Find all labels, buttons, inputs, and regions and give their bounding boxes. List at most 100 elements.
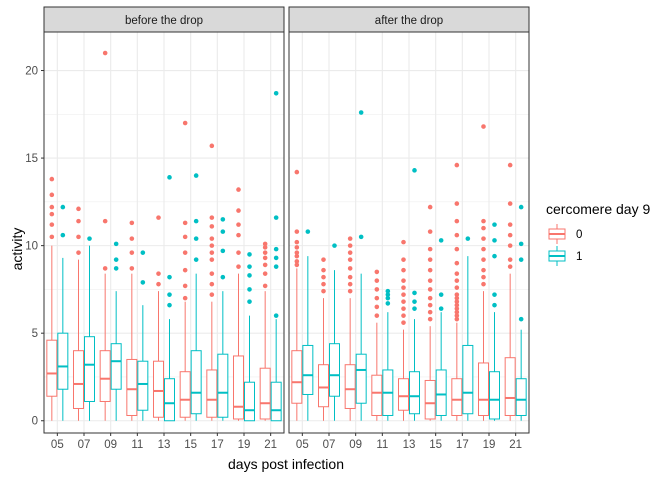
outlier-point [321,267,326,273]
x-axis: 05 07 09 11 13 15 17 19 21 05 07 09 11 13 15 17 19 21 [51,433,522,451]
outlier-point [427,204,433,210]
facet-strip-label: before the drop [125,15,203,27]
box-1-05 [57,204,69,421]
outlier-point [209,250,215,255]
box-0-17 [206,143,218,421]
box-iqr [489,371,500,420]
outlier-point [262,241,268,247]
outlier-point [481,218,486,224]
outlier-point [374,313,380,318]
box-iqr [190,350,202,415]
outlier-point [492,292,497,297]
outlier-point [454,285,460,290]
box-0-13 [398,239,409,421]
outlier-point [49,234,55,240]
outlier-point [401,278,406,283]
outlier-point [262,262,268,268]
outlier-point [262,245,268,250]
outlier-point [401,239,406,245]
box-1-07 [329,243,340,421]
outlier-point [454,309,460,315]
box-1-09 [355,110,367,421]
outlier-point [492,302,497,308]
outlier-point [454,232,460,238]
outlier-point [49,192,55,198]
outlier-point [193,173,199,178]
box-iqr [318,364,329,408]
outlier-point [209,224,215,229]
outlier-point [76,250,81,255]
outlier-point [385,292,391,297]
box-1-13 [409,168,420,421]
box-0-21 [259,241,271,421]
box-iqr [355,353,367,404]
outlier-point [438,238,444,243]
outlier-point [454,299,460,304]
box-iqr [424,379,436,420]
box-iqr [291,350,303,404]
outlier-point [412,168,417,173]
outlier-point [60,232,66,238]
outlier-point [273,313,279,318]
outlier-point [247,252,252,257]
outlier-point [481,281,486,287]
outlier-point [454,162,460,168]
x-tick-label: 13 [403,439,416,451]
box-iqr [99,350,111,402]
outlier-point [294,262,300,268]
outlier-point [347,266,353,271]
outlier-point [507,162,513,168]
box-1-13 [164,175,175,422]
box-iqr [462,344,474,415]
outlier-point [305,229,311,234]
outlier-point [401,292,406,297]
outlier-point [412,306,417,311]
outlier-point [209,215,215,220]
x-tick-label: 17 [456,439,469,451]
box-iqr [126,358,138,416]
x-tick-label: 09 [104,439,117,451]
x-tick-label: 21 [264,439,277,451]
box-0-21 [504,162,516,421]
facet-panel-0: before the drop [43,6,285,434]
box-iqr [217,353,229,418]
outlier-point [220,248,226,254]
box-iqr [344,364,356,409]
legend: cercomere day 9 0 1 [546,201,650,267]
outlier-point [49,176,55,182]
outlier-point [273,215,279,220]
box-1-17 [217,217,229,421]
outlier-point [427,278,433,283]
outlier-point [262,255,268,261]
box-1-21 [270,90,282,422]
outlier-point [294,169,300,175]
outlier-point [220,229,226,234]
box-0-11 [126,220,138,421]
box-0-13 [153,215,164,421]
box-0-09 [344,236,356,421]
outlier-point [481,257,486,262]
facet-strip-label: after the drop [375,15,443,27]
y-tick-label: 5 [32,328,38,340]
box-0-07 [318,257,329,421]
x-tick-label: 11 [131,439,143,451]
outlier-point [236,264,241,269]
outlier-point [507,264,513,269]
box-0-19 [233,187,244,421]
outlier-point [321,281,326,287]
outlier-point [427,287,433,292]
outlier-point [454,246,460,252]
outlier-point [129,250,135,255]
outlier-point [209,243,215,248]
box-1-21 [515,204,527,421]
box-iqr [435,369,447,416]
outlier-point [427,246,433,252]
x-tick-label: 05 [296,439,309,451]
outlier-point [262,250,268,255]
box-iqr [329,343,340,397]
box-iqr [259,367,271,420]
outlier-point [209,257,215,262]
outlier-point [209,292,215,297]
